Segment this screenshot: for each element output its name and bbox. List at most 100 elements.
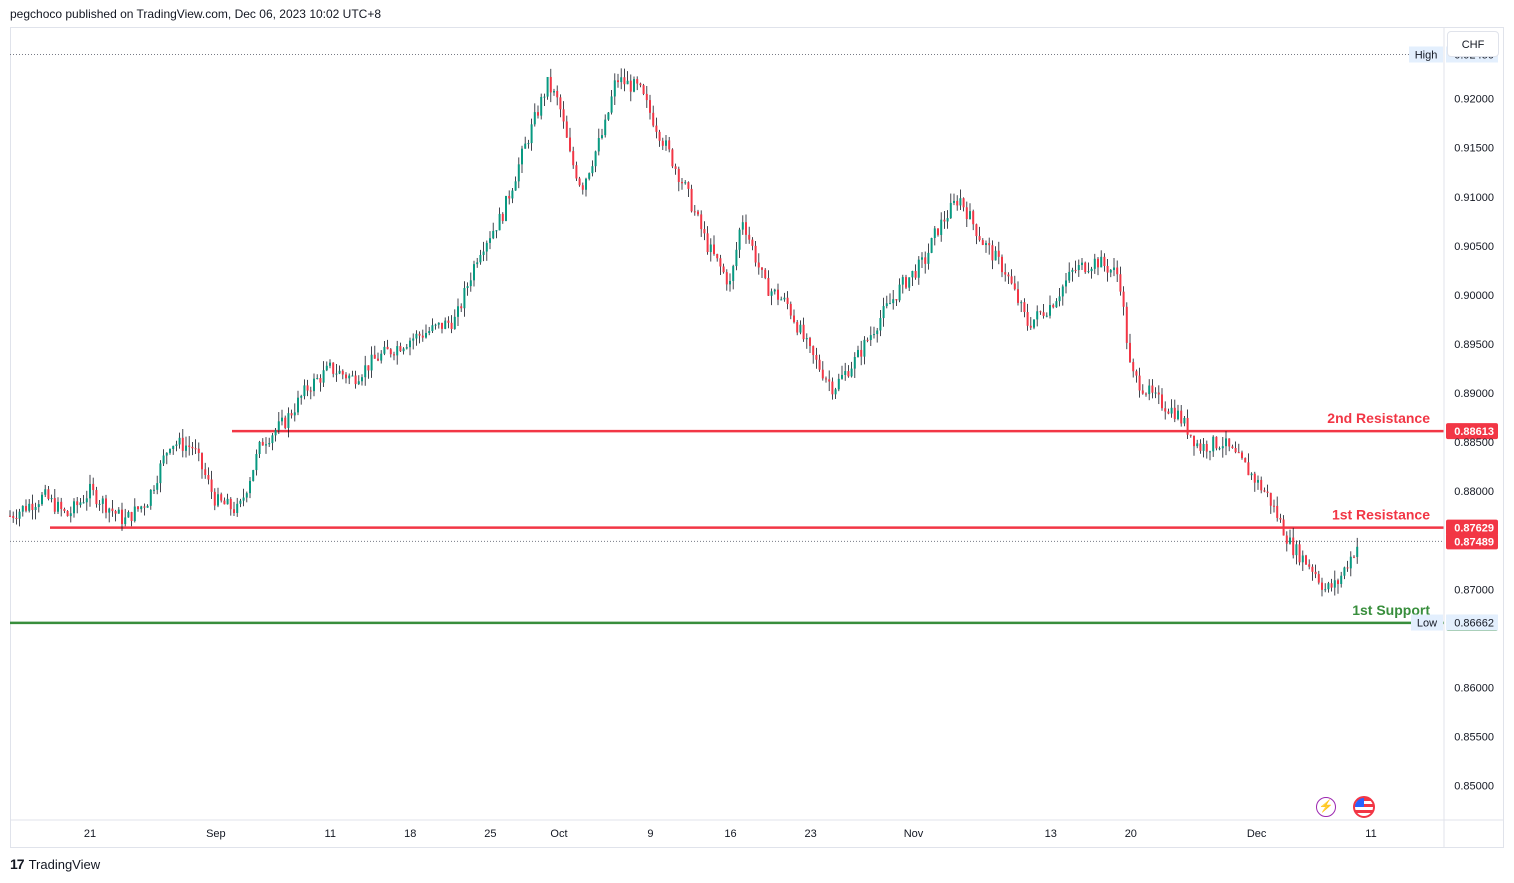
candle-body bbox=[1189, 434, 1192, 436]
candle-body bbox=[825, 378, 827, 380]
us-flag-icon[interactable] bbox=[1353, 796, 1375, 818]
candle-body bbox=[1330, 583, 1333, 588]
level-price-tag bbox=[1446, 423, 1498, 440]
candle-body bbox=[620, 77, 623, 83]
candle-body bbox=[642, 85, 645, 94]
candle-body bbox=[140, 506, 143, 510]
candle-body bbox=[1004, 272, 1007, 275]
candle-body bbox=[770, 291, 773, 296]
candle-body bbox=[543, 96, 546, 98]
candle-body bbox=[821, 369, 824, 379]
candle-body bbox=[994, 250, 997, 261]
candle-body bbox=[242, 497, 245, 501]
candle-body bbox=[716, 253, 719, 259]
candle-body bbox=[895, 299, 898, 301]
candle-body bbox=[271, 435, 274, 444]
candle-body bbox=[322, 370, 325, 383]
candle-body bbox=[866, 339, 869, 341]
y-tick-label: 0.92000 bbox=[1454, 94, 1494, 106]
candle-body bbox=[351, 375, 354, 377]
candle-body bbox=[789, 303, 792, 316]
candle-body bbox=[863, 339, 866, 357]
candle-body bbox=[31, 503, 34, 511]
candle-body bbox=[665, 140, 667, 146]
candle-body bbox=[306, 385, 309, 391]
candle-body bbox=[677, 168, 680, 182]
candle-body bbox=[37, 504, 40, 508]
candle-body bbox=[661, 140, 664, 146]
candle-body bbox=[943, 219, 946, 222]
candle-body bbox=[1349, 556, 1352, 569]
candle-body bbox=[802, 324, 805, 340]
candle-body bbox=[153, 489, 155, 491]
candle-body bbox=[412, 338, 415, 341]
candle-body bbox=[1327, 583, 1330, 590]
candle-body bbox=[1250, 473, 1253, 476]
candle-body bbox=[569, 137, 571, 152]
candle-body bbox=[1333, 580, 1336, 588]
candle-body bbox=[1282, 519, 1285, 536]
candle-body bbox=[1125, 306, 1128, 343]
candle-body bbox=[540, 96, 543, 116]
candle-body bbox=[841, 374, 843, 379]
candle-body bbox=[44, 489, 47, 495]
candle-body bbox=[386, 346, 389, 350]
candle-body bbox=[511, 190, 514, 199]
x-tick-label: Dec bbox=[1247, 828, 1267, 840]
lightning-icon[interactable]: ⚡ bbox=[1316, 797, 1336, 817]
candle-body bbox=[101, 498, 104, 504]
candle-body bbox=[258, 441, 261, 455]
candle-body bbox=[777, 289, 779, 300]
candle-body bbox=[671, 149, 674, 167]
level-price-label: 0.87629 bbox=[1454, 523, 1494, 535]
candle-body bbox=[905, 277, 907, 288]
candle-body bbox=[460, 306, 463, 309]
candle-body bbox=[649, 100, 651, 113]
candle-body bbox=[450, 322, 453, 329]
candle-body bbox=[137, 506, 139, 510]
candle-body bbox=[357, 381, 360, 385]
candle-body bbox=[780, 299, 783, 301]
candle-body bbox=[546, 76, 549, 97]
candle-body bbox=[25, 505, 27, 511]
candle-body bbox=[444, 320, 447, 329]
candle-body bbox=[521, 148, 523, 165]
candle-body bbox=[674, 166, 677, 169]
candle-body bbox=[1170, 407, 1173, 414]
candle-body bbox=[252, 470, 255, 481]
tradingview-logo[interactable]: 17 TradingView bbox=[10, 856, 100, 872]
candle-body bbox=[319, 378, 322, 383]
candle-body bbox=[303, 385, 306, 397]
x-tick-label: 9 bbox=[647, 828, 653, 840]
candle-body bbox=[786, 297, 789, 304]
candle-body bbox=[937, 228, 939, 235]
candle-body bbox=[1084, 262, 1087, 273]
candle-body bbox=[169, 449, 171, 453]
candle-body bbox=[767, 277, 770, 296]
candle-body bbox=[1228, 438, 1231, 447]
candle-body bbox=[383, 346, 386, 354]
y-tick-label: 0.87000 bbox=[1454, 584, 1494, 596]
candle-body bbox=[335, 373, 338, 375]
candle-body bbox=[639, 83, 642, 86]
candle-body bbox=[425, 332, 427, 338]
candle-body bbox=[873, 334, 875, 336]
candle-body bbox=[706, 233, 709, 253]
candle-body bbox=[245, 493, 248, 498]
candle-body bbox=[1305, 555, 1307, 565]
candle-body bbox=[1337, 580, 1339, 585]
candle-body bbox=[354, 375, 357, 385]
candle-body bbox=[687, 182, 690, 189]
currency-button[interactable]: CHF bbox=[1447, 31, 1499, 57]
candle-body bbox=[1106, 265, 1109, 273]
candle-body bbox=[117, 509, 120, 514]
candle-body bbox=[1301, 555, 1304, 563]
x-tick-label: Nov bbox=[904, 828, 924, 840]
candle-body bbox=[418, 333, 421, 336]
candle-body bbox=[47, 489, 50, 499]
candle-body bbox=[268, 443, 271, 445]
candle-body bbox=[844, 371, 847, 375]
y-tick-label: 0.85500 bbox=[1454, 732, 1494, 744]
candle-body bbox=[764, 269, 767, 278]
